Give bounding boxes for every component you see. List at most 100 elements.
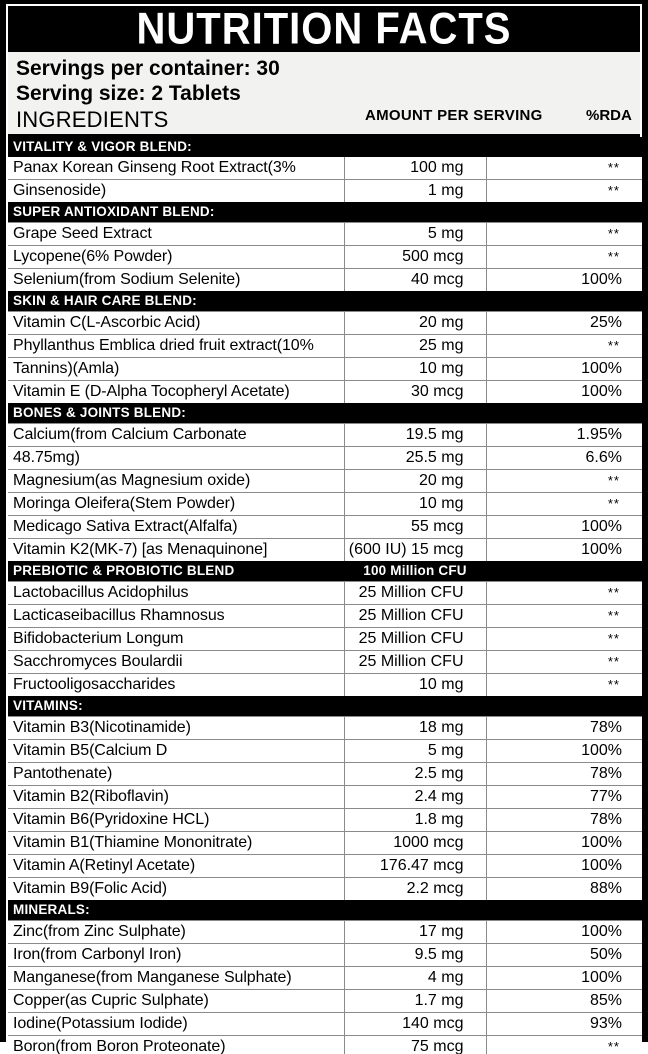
ingredient-row: Vitamin B6(Pyridoxine HCL) 1.8 mg 78%	[8, 808, 642, 832]
ingredient-rda: **	[486, 334, 642, 358]
ingredient-rda: 85%	[486, 989, 642, 1013]
column-header-rda: %RDA	[586, 107, 632, 124]
section-header-row: SUPER ANTIOXIDANT BLEND:	[8, 202, 642, 223]
ingredient-row: Vitamin B9(Folic Acid) 2.2 mcg 88%	[8, 877, 642, 900]
ingredient-amount: 20 mg	[344, 469, 487, 493]
ingredient-name: Selenium(from Sodium Selenite)	[8, 268, 345, 291]
ingredient-name: Medicago Sativa Extract(Alfalfa)	[8, 515, 345, 539]
ingredient-name: Grape Seed Extract	[8, 222, 345, 246]
ingredient-row: Magnesium(as Magnesium oxide) 20 mg **	[8, 469, 642, 493]
ingredient-amount: 55 mcg	[344, 515, 487, 539]
ingredient-rda: 50%	[486, 943, 642, 967]
ingredient-rda: **	[486, 245, 642, 269]
section-header-rda	[486, 696, 642, 717]
ingredient-name: Manganese(from Manganese Sulphate)	[8, 966, 345, 990]
ingredient-rda: 1.95%	[486, 423, 642, 447]
ingredient-amount: 17 mg	[344, 920, 487, 944]
ingredient-name: Vitamin B1(Thiamine Mononitrate)	[8, 831, 345, 855]
column-header-ingredients: INGREDIENTS	[16, 107, 169, 132]
ingredient-row: Vitamin K2(MK-7) [as Menaquinone] (600 IU…	[8, 538, 642, 561]
ingredient-name: Vitamin A(Retinyl Acetate)	[8, 854, 345, 878]
section-header-rda	[486, 403, 642, 424]
section-header-rda	[486, 202, 642, 223]
ingredient-name: Panax Korean Ginseng Root Extract(3%	[8, 157, 345, 180]
section-header-amount: 100 Million CFU	[344, 561, 486, 582]
ingredient-rda: 25%	[486, 311, 642, 335]
ingredient-name: Pantothenate)	[8, 762, 345, 786]
ingredient-row: Lactobacillus Acidophilus 25 Million CFU *…	[8, 581, 642, 605]
ingredient-name: Vitamin B2(Riboflavin)	[8, 785, 345, 809]
section-header-label: SUPER ANTIOXIDANT BLEND:	[8, 202, 344, 223]
ingredient-rda: 78%	[486, 716, 642, 740]
ingredient-rda: 77%	[486, 785, 642, 809]
ingredient-rda: 100%	[486, 966, 642, 990]
section-header-row: VITALITY & VIGOR BLEND:	[8, 137, 642, 157]
serving-size: Serving size: 2 Tablets	[16, 82, 241, 105]
ingredient-amount: 500 mcg	[344, 245, 487, 269]
ingredient-rda: **	[486, 650, 642, 674]
ingredient-name: Lycopene(6% Powder)	[8, 245, 345, 269]
ingredient-amount: 100 mg	[344, 157, 487, 180]
ingredient-name: Phyllanthus Emblica dried fruit extract(…	[8, 334, 345, 358]
ingredient-rda: **	[486, 627, 642, 651]
ingredient-amount: 25.5 mg	[344, 446, 487, 470]
ingredient-rda: **	[486, 179, 642, 202]
ingredient-amount: 2.4 mg	[344, 785, 487, 809]
section-header-label: SKIN & HAIR CARE BLEND:	[8, 291, 344, 312]
ingredient-row: Iron(from Carbonyl Iron) 9.5 mg 50%	[8, 943, 642, 967]
ingredient-amount: 140 mcg	[344, 1012, 487, 1036]
section-header-amount	[344, 202, 486, 223]
ingredient-amount: 10 mg	[344, 492, 487, 516]
ingredient-name: Vitamin B5(Calcium D	[8, 739, 345, 763]
ingredient-amount: 25 Million CFU	[344, 604, 487, 628]
section-header-amount	[344, 291, 486, 312]
ingredient-rda: **	[486, 222, 642, 246]
ingredient-name: Moringa Oleifera(Stem Powder)	[8, 492, 345, 516]
ingredient-rda: 100%	[486, 515, 642, 539]
ingredient-rda: 100%	[486, 268, 642, 291]
ingredient-rda: 100%	[486, 380, 642, 403]
ingredient-amount: 10 mg	[344, 357, 487, 381]
ingredient-name: Boron(from Boron Proteonate)	[8, 1035, 345, 1054]
section-header-label: BONES & JOINTS BLEND:	[8, 403, 344, 424]
ingredient-rda: 100%	[486, 920, 642, 944]
ingredient-row: Zinc(from Zinc Sulphate) 17 mg 100%	[8, 920, 642, 944]
section-header-amount	[344, 403, 486, 424]
ingredient-amount: 25 Million CFU	[344, 627, 487, 651]
ingredient-rda: 78%	[486, 808, 642, 832]
ingredient-rda: **	[486, 581, 642, 605]
ingredient-row: Sacchromyces Boulardii 25 Million CFU **	[8, 650, 642, 674]
ingredient-rda: 100%	[486, 739, 642, 763]
section-header-row: SKIN & HAIR CARE BLEND:	[8, 291, 642, 312]
ingredient-name: Iron(from Carbonyl Iron)	[8, 943, 345, 967]
ingredient-rda: **	[486, 604, 642, 628]
section-header-rda	[486, 137, 642, 157]
ingredient-rda: 100%	[486, 538, 642, 561]
ingredient-row: Manganese(from Manganese Sulphate) 4 mg 10…	[8, 966, 642, 990]
ingredient-name: Iodine(Potassium Iodide)	[8, 1012, 345, 1036]
ingredient-rda: **	[486, 157, 642, 180]
ingredient-amount: 75 mcg	[344, 1035, 487, 1054]
servings-block: Servings per container: 30 Serving size:…	[8, 52, 640, 106]
ingredient-name: Magnesium(as Magnesium oxide)	[8, 469, 345, 493]
ingredient-row: Lycopene(6% Powder) 500 mcg **	[8, 245, 642, 269]
label-title-bar: NUTRITION FACTS	[6, 4, 642, 53]
ingredient-amount: (600 IU) 15 mcg	[344, 538, 487, 561]
ingredient-name: Vitamin C(L-Ascorbic Acid)	[8, 311, 345, 335]
ingredient-name: Vitamin B3(Nicotinamide)	[8, 716, 345, 740]
ingredient-rda: **	[486, 673, 642, 696]
ingredient-amount: 4 mg	[344, 966, 487, 990]
ingredient-name: Sacchromyces Boulardii	[8, 650, 345, 674]
ingredient-name: Zinc(from Zinc Sulphate)	[8, 920, 345, 944]
column-header-amount: AMOUNT PER SERVING	[365, 107, 543, 124]
section-header-amount	[344, 137, 486, 157]
section-header-rda	[486, 900, 642, 921]
ingredients-table-wrap: VITALITY & VIGOR BLEND: Panax Korean Gins…	[8, 137, 642, 1054]
ingredient-rda: **	[486, 1035, 642, 1054]
ingredient-name: Fructooligosaccharides	[8, 673, 345, 696]
ingredient-row: Vitamin C(L-Ascorbic Acid) 20 mg 25%	[8, 311, 642, 335]
ingredient-rda: **	[486, 469, 642, 493]
ingredient-row: Panax Korean Ginseng Root Extract(3% 100 …	[8, 157, 642, 180]
